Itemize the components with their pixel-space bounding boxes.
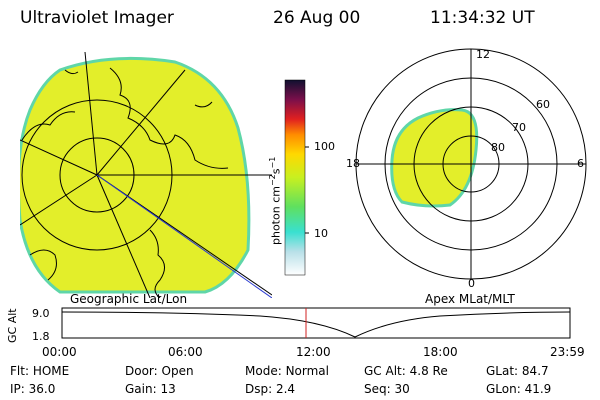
coastline	[21, 67, 229, 298]
altitude-curve	[61, 311, 571, 338]
uv-polar-region	[390, 108, 479, 208]
colorbar-unit-label: photon cm−2s−1	[268, 156, 283, 245]
altitude-ytick-high: 9.0	[32, 307, 50, 320]
mlt-label-12: 12	[476, 48, 490, 61]
status-flight: Flt: HOME	[10, 364, 70, 378]
polar-plot	[355, 48, 587, 280]
status-door: Door: Open	[125, 364, 194, 378]
meridian	[96, 174, 151, 298]
mlt-label-6: 6	[577, 157, 584, 170]
polar-label: Apex MLat/MLT	[425, 292, 515, 306]
colorbar-tick-100: 100	[314, 140, 335, 153]
altitude-ytick-low: 1.8	[32, 330, 50, 343]
status-seq: Seq: 30	[364, 382, 410, 396]
mlat-label-70: 70	[512, 121, 526, 134]
mlt-label-18: 18	[346, 157, 360, 170]
terminator-line	[96, 174, 272, 298]
meridian	[96, 69, 186, 176]
image-date: 26 Aug 00	[273, 8, 361, 28]
mlt-label-0: 0	[468, 277, 475, 290]
status-gc-alt: GC Alt: 4.8 Re	[364, 364, 448, 378]
time-tick-1800: 18:00	[423, 345, 458, 359]
status-glon: GLon: 41.9	[486, 382, 552, 396]
status-ip: IP: 36.0	[10, 382, 56, 396]
meridian	[20, 174, 98, 226]
image-time: 11:34:32 UT	[430, 8, 535, 28]
meridian	[20, 139, 98, 176]
instrument-title: Ultraviolet Imager	[20, 8, 174, 28]
status-glat: GLat: 84.7	[486, 364, 549, 378]
time-tick-2359: 23:59	[550, 345, 585, 359]
colorbar-tick-10: 10	[314, 227, 328, 240]
status-gain: Gain: 13	[125, 382, 176, 396]
mlat-label-80: 80	[491, 141, 505, 154]
colorbar	[284, 79, 309, 276]
geographic-image-panel	[20, 52, 272, 298]
mlat-label-60: 60	[536, 98, 550, 111]
time-tick-0600: 06:00	[168, 345, 203, 359]
geographic-label: Geographic Lat/Lon	[70, 292, 188, 306]
time-tick-0000: 00:00	[42, 345, 77, 359]
altitude-timeline	[61, 307, 571, 339]
altitude-ylabel: GC Alt	[6, 308, 19, 343]
status-dsp: Dsp: 2.4	[245, 382, 296, 396]
time-tick-1200: 12:00	[296, 345, 331, 359]
status-mode: Mode: Normal	[245, 364, 329, 378]
meridian	[84, 52, 98, 176]
